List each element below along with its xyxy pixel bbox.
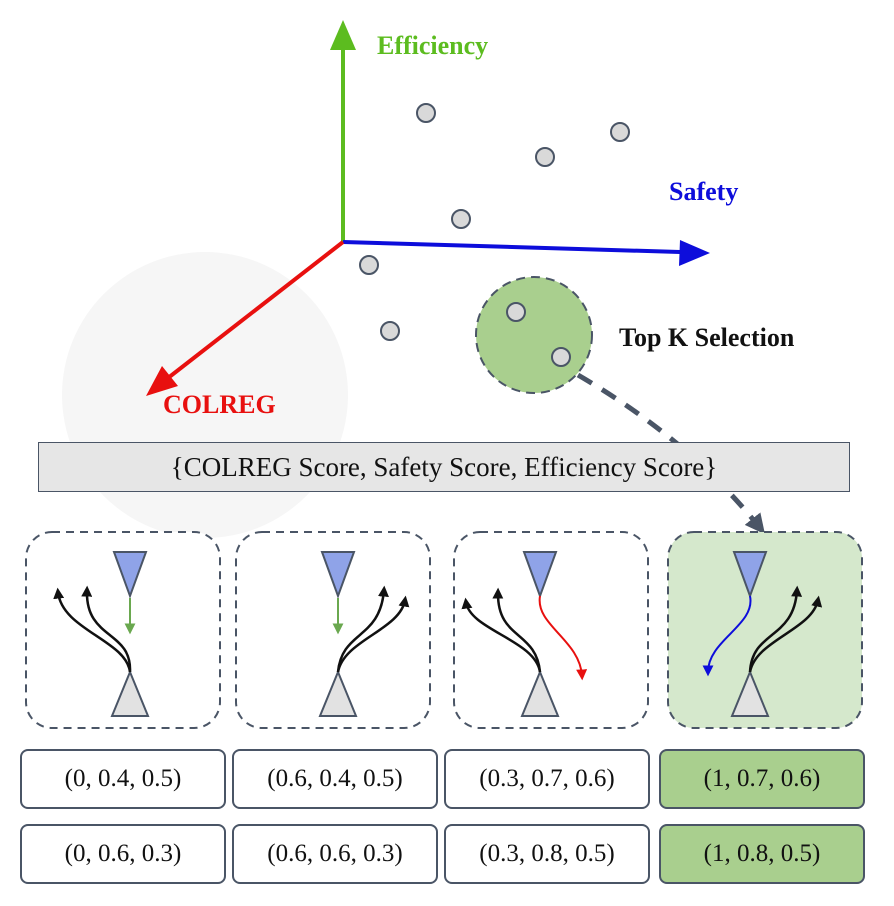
safety-label: Safety — [669, 177, 738, 206]
colreg-arrowhead — [146, 366, 178, 396]
candidate-points — [359, 103, 630, 367]
score-box-row1-col4: (1, 0.7, 0.6) — [659, 749, 865, 809]
candidate-trajectory — [53, 587, 132, 673]
candidate-trajectory — [336, 595, 410, 673]
scenario-panel — [453, 531, 649, 729]
own-vessel-icon — [730, 669, 770, 717]
efficiency-label: Efficiency — [377, 31, 488, 60]
score-box-row1-col3: (0.3, 0.7, 0.6) — [444, 749, 650, 809]
safety-arrowhead — [679, 240, 710, 266]
score-box-row2-col3: (0.3, 0.8, 0.5) — [444, 824, 650, 884]
safety-axis — [342, 240, 681, 254]
candidate-point — [451, 209, 471, 229]
selected-point — [551, 347, 571, 367]
scenario-frame — [453, 531, 649, 729]
scenario-panel — [235, 531, 431, 729]
score-box-row2-col4: (1, 0.8, 0.5) — [659, 824, 865, 884]
candidate-trajectory — [748, 595, 823, 673]
scenario-frame — [25, 531, 221, 729]
own-vessel-icon — [318, 669, 358, 717]
candidate-point — [359, 255, 379, 275]
candidate-trajectory — [492, 587, 542, 673]
target-vessel-icon — [112, 551, 148, 599]
top-k-selection-label: Top K Selection — [619, 323, 795, 352]
axes — [146, 20, 710, 396]
scenario-panel — [25, 531, 221, 729]
top-k-selection-region — [475, 276, 593, 394]
candidate-trajectory — [461, 597, 542, 673]
score-definition-banner: {COLREG Score, Safety Score, Efficiency … — [38, 442, 850, 492]
score-box-row1-col2: (0.6, 0.4, 0.5) — [232, 749, 438, 809]
score-box-row2-col1: (0, 0.6, 0.3) — [20, 824, 226, 884]
candidate-trajectory — [336, 585, 389, 673]
target-trajectory — [538, 595, 588, 681]
selected-point — [506, 302, 526, 322]
colreg-label: COLREG — [163, 390, 276, 419]
candidate-trajectory — [748, 585, 803, 673]
own-vessel-icon — [110, 669, 150, 717]
candidate-point — [610, 122, 630, 142]
target-vessel-icon — [732, 551, 768, 599]
scenario-panel-selected — [667, 531, 863, 729]
efficiency-arrowhead — [330, 20, 356, 50]
colreg-axis — [166, 240, 345, 380]
target-vessel-icon — [320, 551, 356, 599]
score-box-row1-col1: (0, 0.4, 0.5) — [20, 749, 226, 809]
candidate-point — [380, 321, 400, 341]
candidate-trajectory — [81, 585, 132, 673]
own-vessel-icon — [520, 669, 560, 717]
target-vessel-icon — [522, 551, 558, 599]
scenario-frame — [667, 531, 863, 729]
score-box-row2-col2: (0.6, 0.6, 0.3) — [232, 824, 438, 884]
candidate-point — [416, 103, 436, 123]
scenario-panels — [25, 531, 863, 729]
candidate-point — [535, 147, 555, 167]
target-trajectory — [702, 595, 752, 677]
